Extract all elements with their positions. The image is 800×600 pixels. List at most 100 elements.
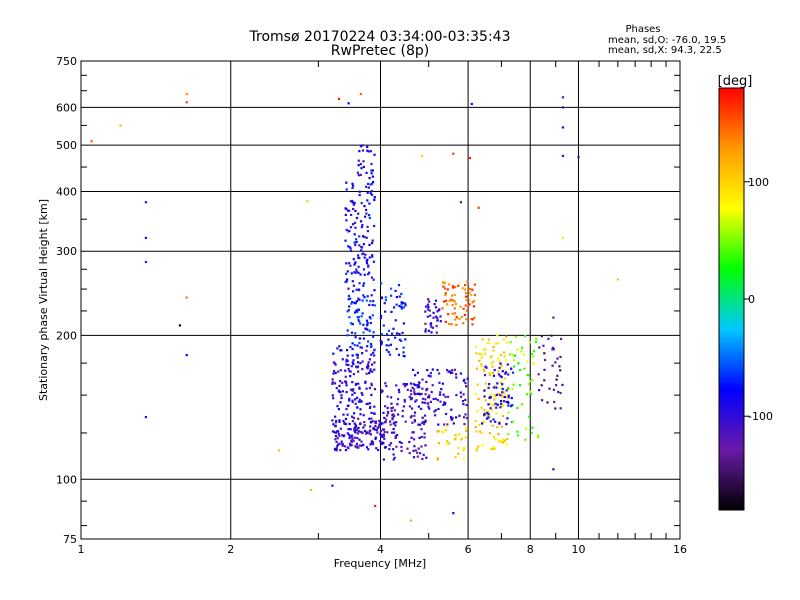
data-point [185, 296, 188, 299]
data-point [555, 384, 558, 387]
data-point [507, 394, 510, 397]
data-point [347, 363, 350, 367]
data-point [349, 297, 352, 300]
data-point [362, 252, 365, 255]
data-point [454, 302, 458, 306]
data-point [474, 393, 477, 396]
data-point [372, 300, 375, 303]
data-point [365, 366, 369, 369]
data-point [448, 300, 451, 303]
data-point [380, 391, 383, 394]
data-point [492, 349, 495, 352]
data-point [523, 367, 526, 370]
data-point [377, 449, 380, 452]
data-point [395, 347, 398, 350]
data-point [380, 282, 383, 285]
data-point [332, 397, 335, 400]
data-point [416, 451, 419, 454]
data-point [439, 400, 442, 403]
data-point [390, 310, 393, 313]
data-point [451, 417, 454, 420]
data-point [464, 413, 467, 416]
data-point [500, 425, 503, 428]
data-point [370, 440, 373, 443]
data-point [354, 424, 357, 427]
data-points [90, 92, 619, 522]
data-point [561, 96, 564, 99]
data-point [449, 298, 452, 301]
data-point [363, 421, 366, 424]
data-point [400, 339, 403, 343]
data-point [335, 447, 338, 450]
data-point [346, 413, 349, 416]
data-point [428, 407, 431, 410]
data-point [396, 403, 399, 406]
data-point [527, 383, 531, 386]
data-point [361, 144, 364, 147]
data-point [351, 389, 354, 392]
data-point [354, 332, 357, 335]
data-point [537, 434, 540, 437]
data-point [487, 386, 490, 389]
data-point [454, 286, 457, 289]
data-point [365, 236, 368, 239]
data-point [427, 405, 430, 408]
data-point [347, 367, 350, 371]
data-point [409, 389, 413, 392]
data-point [359, 413, 362, 416]
data-point [373, 405, 376, 408]
data-point [424, 310, 427, 313]
data-point [366, 199, 369, 202]
data-point [367, 448, 370, 451]
data-point [480, 353, 483, 356]
data-point [387, 338, 390, 341]
data-point [355, 268, 358, 271]
data-point [345, 384, 348, 387]
data-point [513, 365, 516, 368]
data-point [347, 428, 350, 431]
y-tick-label: 100 [56, 473, 77, 486]
data-point [416, 455, 419, 458]
data-point [495, 406, 498, 409]
data-point [442, 285, 445, 288]
data-point [368, 177, 371, 180]
colorbar-tick-label: 0 [748, 293, 755, 306]
data-point [366, 258, 369, 261]
data-point [494, 342, 497, 345]
data-point [493, 385, 496, 388]
data-point [375, 447, 378, 450]
data-point [382, 442, 385, 445]
data-point [516, 430, 519, 433]
data-point [348, 209, 351, 212]
data-point [507, 373, 510, 376]
data-point [483, 395, 486, 398]
data-point [403, 400, 406, 403]
data-point [348, 433, 351, 436]
data-point [185, 354, 188, 357]
data-point [483, 369, 486, 372]
data-point [439, 320, 442, 323]
data-point [406, 447, 409, 450]
data-point [368, 202, 371, 205]
data-point [366, 149, 369, 152]
data-point [424, 328, 427, 331]
data-point [363, 296, 366, 299]
data-point [455, 315, 458, 318]
data-point [421, 416, 424, 419]
data-point [551, 364, 554, 367]
data-point [473, 283, 476, 286]
y-tick-label: 200 [56, 329, 77, 342]
data-point [332, 352, 335, 355]
data-point [430, 325, 433, 328]
data-point [345, 219, 348, 222]
minor-ticks [81, 61, 680, 539]
data-point [505, 423, 508, 426]
colorbar [718, 87, 745, 511]
data-point [488, 342, 491, 345]
data-point [361, 368, 364, 371]
data-point [464, 292, 468, 295]
data-point [528, 415, 531, 418]
data-point [366, 321, 369, 324]
data-point [577, 156, 580, 159]
data-point [397, 398, 400, 401]
